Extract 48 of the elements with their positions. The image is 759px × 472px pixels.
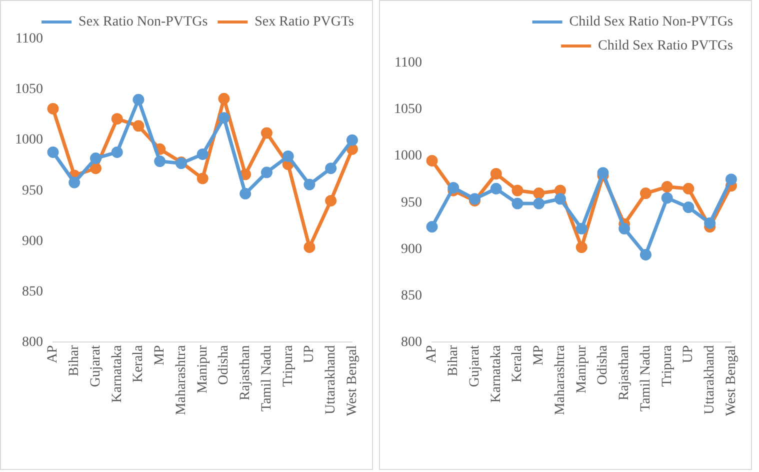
x-tick-label: Tripura (280, 344, 296, 387)
x-tick-label: Odisha (216, 344, 232, 385)
x-tick-label: Gujarat (88, 345, 104, 388)
x-tick-label: Manipur (195, 344, 210, 394)
x-tick-label: Maharashtra (174, 344, 189, 416)
x-tick-label: Bihar (446, 344, 462, 376)
y-tick-label: 950 (22, 183, 43, 198)
y-tick-label: 850 (22, 284, 43, 300)
x-tick-label: Kerala (131, 344, 146, 383)
legend-label: Child Sex Ratio PVTGs (598, 38, 734, 54)
x-tick-label: Karnataka (488, 344, 504, 403)
y-tick-label: 1000 (15, 132, 43, 148)
x-tick-label: Bihar (67, 344, 82, 376)
x-tick-label: Uttarakhand (324, 345, 338, 414)
y-tick-label: 850 (401, 288, 422, 304)
x-tick-label: Gujarat (467, 345, 482, 388)
x-tick-label: Tripura (660, 344, 675, 387)
y-tick-label: 950 (401, 195, 422, 210)
x-tick-label: West Bengal (344, 345, 360, 416)
x-tick-label: AP (46, 344, 61, 364)
x-tick-label: UP (302, 344, 318, 364)
legend-label: Sex Ratio Non-PVTGs (78, 14, 208, 30)
x-tick-label: Rajasthan (617, 345, 632, 400)
y-tick-label: 900 (22, 234, 43, 249)
y-tick-label: 900 (401, 242, 422, 257)
y-tick-label: 1000 (394, 148, 422, 164)
legend-label: Child Sex Ratio Non-PVTGs (569, 14, 734, 30)
x-tick-label: Manipur (574, 344, 590, 394)
x-tick-label: Odisha (596, 344, 611, 385)
y-tick-label: 1100 (16, 32, 43, 47)
y-tick-label: 800 (22, 334, 43, 350)
y-tick-label: 1050 (394, 102, 422, 118)
y-tick-label: 1100 (394, 56, 422, 71)
x-tick-label: Kerala (510, 344, 526, 383)
x-tick-label: Maharashtra (552, 344, 568, 416)
x-tick-label: UP (681, 344, 696, 364)
x-tick-label: Uttarakhand (702, 345, 718, 414)
x-tick-label: Karnataka (110, 344, 125, 403)
y-tick-label: 1050 (15, 82, 43, 98)
x-tick-label: AP (424, 344, 440, 364)
x-tick-label: West Bengal (724, 345, 739, 416)
x-tick-label: Rajasthan (238, 345, 254, 400)
x-tick-label: Tamil Nadu (259, 345, 274, 412)
y-tick-label: 800 (401, 334, 422, 350)
x-tick-label: MP (532, 344, 547, 366)
legend-label: Sex Ratio PVGTs (254, 14, 354, 30)
x-tick-label: Tamil Nadu (638, 345, 654, 412)
x-tick-label: MP (152, 344, 168, 366)
